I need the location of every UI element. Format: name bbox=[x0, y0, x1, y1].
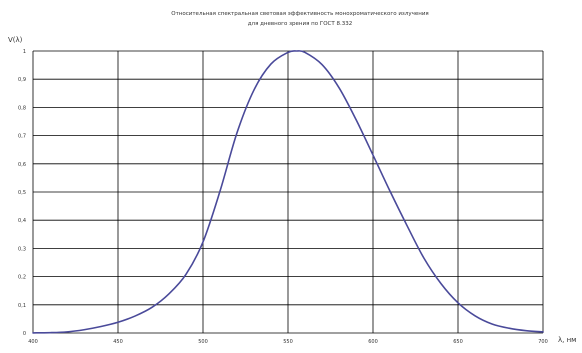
grid bbox=[32, 50, 544, 334]
y-tick-label: 0,5 bbox=[18, 190, 26, 196]
x-axis-label: λ, нм bbox=[558, 336, 576, 344]
y-axis-label: V(λ) bbox=[8, 36, 23, 44]
y-tick-label: 0,4 bbox=[18, 218, 26, 224]
x-tick-label: 600 bbox=[368, 339, 378, 345]
series-line bbox=[32, 50, 544, 334]
y-tick-label: 1 bbox=[23, 49, 26, 55]
y-tick-label: 0,9 bbox=[18, 77, 26, 83]
x-tick-label: 650 bbox=[453, 339, 463, 345]
series bbox=[32, 50, 544, 334]
y-tick-label: 0,1 bbox=[18, 303, 26, 309]
x-tick-label: 500 bbox=[198, 339, 208, 345]
y-tick-label: 0 bbox=[23, 331, 26, 337]
x-tick-label: 550 bbox=[283, 339, 293, 345]
y-tick-label: 0,3 bbox=[18, 246, 26, 252]
y-tick-label: 0,2 bbox=[18, 275, 26, 281]
y-tick-label: 0,7 bbox=[18, 134, 26, 140]
tick-labels: 0 0,1 0,2 0,3 0,4 0,5 0,6 0,7 0,8 0,9 1 400 450 500 55… bbox=[18, 49, 548, 345]
chart-subtitle: для дневного зрения по ГОСТ 8.332 bbox=[248, 21, 352, 27]
chart-title: Относительная спектральная световая эффе… bbox=[171, 11, 428, 17]
y-tick-label: 0,8 bbox=[18, 105, 26, 111]
x-tick-label: 450 bbox=[113, 339, 123, 345]
x-tick-label: 400 bbox=[28, 339, 38, 345]
y-tick-label: 0,6 bbox=[18, 162, 26, 168]
x-tick-label: 700 bbox=[538, 339, 548, 345]
